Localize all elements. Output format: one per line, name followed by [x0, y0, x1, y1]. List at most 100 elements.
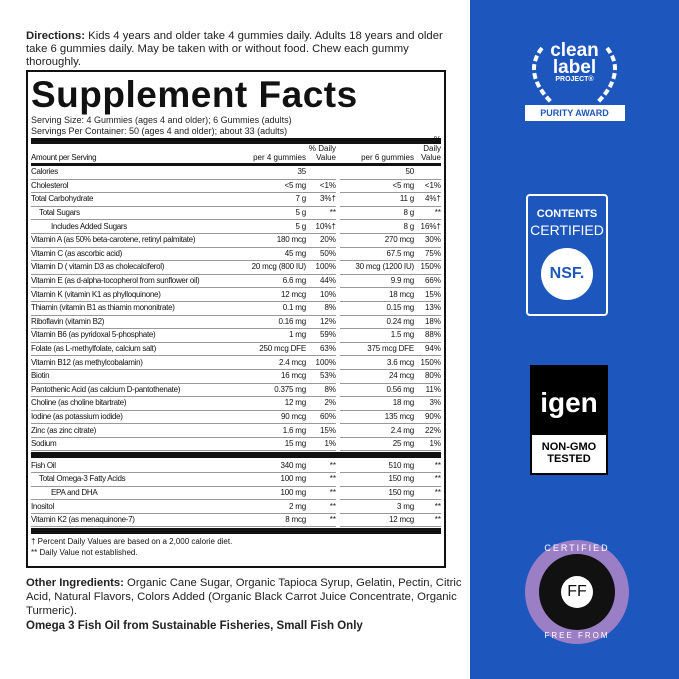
dv-4: **: [306, 500, 336, 514]
amount-6: 18 mcg: [340, 288, 414, 302]
dv-4: **: [306, 514, 336, 528]
free-from-center: FF: [561, 576, 593, 608]
dv-6: 80%: [414, 370, 441, 384]
amount-4: <5 mg: [236, 180, 306, 194]
amount-4: 0.16 mg: [236, 316, 306, 330]
table-row: Choline (as choline bitartrate) 12 mg 2% 18…: [31, 397, 441, 411]
dv-6: 4%†: [414, 193, 441, 207]
table-row: Includes Added Sugars 5 g 10%† 8 g 16%†: [31, 220, 441, 234]
nsf-line2: CERTIFIED: [530, 222, 604, 238]
nutrient-name: Inositol: [31, 500, 236, 514]
table-row: Vitamin B6 (as pyridoxal 5-phosphate) 1 m…: [31, 329, 441, 343]
amount-6: 3.6 mcg: [340, 356, 414, 370]
free-from-badge: CERTIFIED FF FREE FROM: [525, 540, 629, 644]
dv-6: **: [414, 459, 441, 474]
amount-6: 67.5 mg: [340, 248, 414, 262]
dv-4: 63%: [306, 343, 336, 357]
nutrient-name: Vitamin B12 (as methylcobalamin): [31, 356, 236, 370]
table-row: Thiamin (vitamin B1 as thiamin mononitra…: [31, 302, 441, 316]
amount-6: 24 mcg: [340, 370, 414, 384]
nutrient-name: Riboflavin (vitamin B2): [31, 316, 236, 330]
dv-6: 22%: [414, 424, 441, 438]
amount-4: 5 g: [236, 207, 306, 221]
nutrient-name: Pantothenic Acid (as calcium D-pantothen…: [31, 384, 236, 398]
table-row: Pantothenic Acid (as calcium D-pantothen…: [31, 384, 441, 398]
nsf-logo: NSF.: [541, 248, 593, 300]
dv-4: 15%: [306, 424, 336, 438]
table-row: Total Sugars 5 g ** 8 g **: [31, 207, 441, 221]
nutrient-name: Includes Added Sugars: [31, 220, 236, 234]
amount-6: 11 g: [340, 193, 414, 207]
amount-6: 135 mcg: [340, 411, 414, 425]
amount-4: 1.6 mg: [236, 424, 306, 438]
table-row: Calories 35 50: [31, 166, 441, 180]
amount-4: 7 g: [236, 193, 306, 207]
nutrient-name: Total Omega-3 Fatty Acids: [31, 473, 236, 487]
table-row: Total Omega-3 Fatty Acids 100 mg ** 150 mg *…: [31, 473, 441, 487]
amount-4: 340 mg: [236, 459, 306, 474]
omega-note: Omega 3 Fish Oil from Sustainable Fisher…: [26, 620, 363, 632]
dv-4: 100%: [306, 356, 336, 370]
free-from-bottom: FREE FROM: [544, 631, 610, 640]
table-row: Vitamin E (as d-alpha-tocopherol from su…: [31, 275, 441, 289]
dv-4: <1%: [306, 180, 336, 194]
divider: [31, 452, 441, 459]
header-dv-6: % Daily Value: [421, 135, 441, 162]
nutrient-name: Vitamin B6 (as pyridoxal 5-phosphate): [31, 329, 236, 343]
nutrient-rows: Calories 35 50 Cholesterol <5 mg <1% <5 mg <1% T…: [31, 166, 441, 452]
amount-6: 8 g: [340, 207, 414, 221]
purity-award: PURITY AWARD: [524, 105, 625, 121]
dv-4: 60%: [306, 411, 336, 425]
footnote-dv: † Percent Daily Values are based on a 2,…: [31, 537, 233, 547]
nutrient-name: Thiamin (vitamin B1 as thiamin mononitra…: [31, 302, 236, 316]
nutrient-name: Total Carbohydrate: [31, 193, 236, 207]
amount-6: 0.15 mg: [340, 302, 414, 316]
dv-4: 1%: [306, 438, 336, 452]
dv-4: [306, 166, 336, 180]
serving-size: Serving Size: 4 Gummies (ages 4 and olde…: [31, 115, 292, 125]
nutrient-name: Vitamin D ( vitamin D3 as cholecalcifero…: [31, 261, 236, 275]
directions: Directions: Kids 4 years and older take …: [26, 30, 456, 69]
table-row: Biotin 16 mcg 53% 24 mcg 80%: [31, 370, 441, 384]
amount-4: 250 mcg DFE: [236, 343, 306, 357]
dv-4: 8%: [306, 302, 336, 316]
igen-line2: TESTED: [547, 453, 591, 465]
nutrient-name: Vitamin A (as 50% beta-carotene, retinyl…: [31, 234, 236, 248]
amount-4: 0.1 mg: [236, 302, 306, 316]
dv-6: 150%: [414, 261, 441, 275]
nutrient-name: Choline (as choline bitartrate): [31, 397, 236, 411]
other-ingredients: Other Ingredients: Organic Cane Sugar, O…: [26, 576, 466, 618]
dv-4: 59%: [306, 329, 336, 343]
amount-4: 180 mcg: [236, 234, 306, 248]
dv-6: 16%†: [414, 220, 441, 234]
table-row: Vitamin B12 (as methylcobalamin) 2.4 mcg 1…: [31, 356, 441, 370]
clean-label-line1: clean: [550, 40, 599, 61]
dv-4: 44%: [306, 275, 336, 289]
dv-4: **: [306, 473, 336, 487]
dv-6: 90%: [414, 411, 441, 425]
dv-4: 100%: [306, 261, 336, 275]
laurel-wreath-icon: [532, 46, 617, 105]
amount-4: 2 mg: [236, 500, 306, 514]
amount-6: 1.5 mg: [340, 329, 414, 343]
table-row: Vitamin K2 (as menaquinone-7) 8 mcg ** 12 m…: [31, 514, 441, 528]
table-row: Iodine (as potassium iodide) 90 mcg 60% 135…: [31, 411, 441, 425]
dv-6: 18%: [414, 316, 441, 330]
dv-6: [414, 166, 441, 180]
nutrient-name: Total Sugars: [31, 207, 236, 221]
amount-6: 50: [340, 166, 414, 180]
amount-4: 5 g: [236, 220, 306, 234]
amount-4: 12 mcg: [236, 288, 306, 302]
dv-6: 11%: [414, 384, 441, 398]
dv-4: **: [306, 487, 336, 501]
dv-4: **: [306, 459, 336, 474]
amount-6: 150 mg: [340, 487, 414, 501]
dv-4: 53%: [306, 370, 336, 384]
free-from-top: CERTIFIED: [544, 543, 610, 553]
igen-logo: igen: [532, 367, 606, 435]
amount-6: 30 mcg (1200 IU): [340, 261, 414, 275]
dv-4: 3%†: [306, 193, 336, 207]
nutrient-name: Calories: [31, 166, 236, 180]
amount-4: 45 mg: [236, 248, 306, 262]
clean-label-badge: clean label PROJECT® PURITY AWARD: [512, 38, 637, 121]
